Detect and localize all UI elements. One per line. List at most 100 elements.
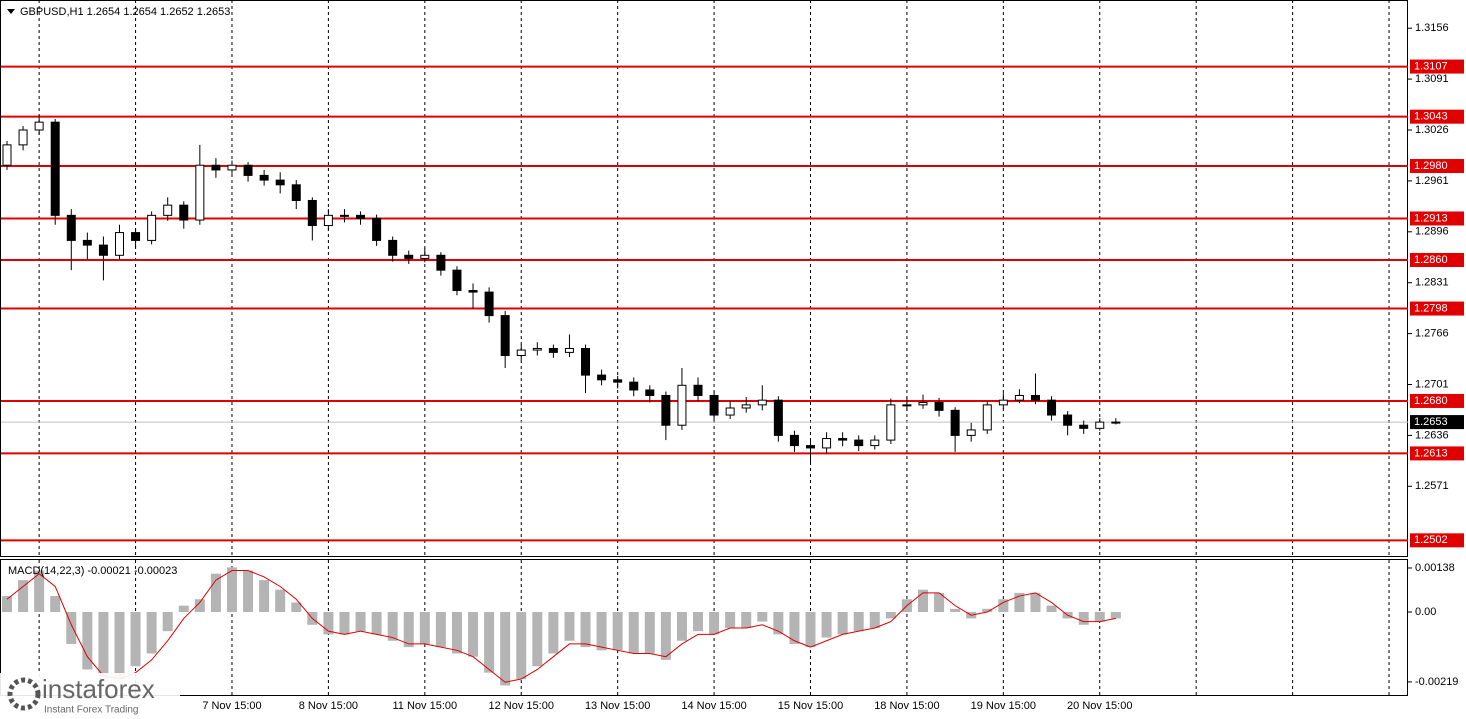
candle-body — [50, 121, 60, 216]
candle-body — [372, 217, 382, 241]
macd-bar — [516, 612, 527, 680]
level-label: 1.3107 — [1414, 60, 1448, 72]
logo: instaforex Instant Forex Trading — [0, 673, 180, 719]
macd-bar — [676, 612, 687, 641]
candle-body — [613, 379, 623, 383]
macd-bar — [1094, 612, 1105, 622]
candle-body — [211, 164, 221, 171]
macd-bar — [66, 612, 77, 644]
level-label-bg — [1410, 211, 1464, 226]
macd-bar — [1030, 592, 1041, 613]
x-tick-label: 11 Nov 15:00 — [393, 700, 458, 712]
candle-body — [870, 439, 880, 447]
macd-bar — [725, 612, 736, 628]
candle-body — [98, 244, 108, 256]
macd-bar — [339, 612, 350, 635]
macd-bar — [885, 612, 896, 619]
candle-body — [516, 349, 526, 357]
candle-body — [548, 347, 558, 353]
candle-body — [773, 399, 783, 436]
candle-body — [195, 164, 205, 221]
candle-body — [661, 394, 671, 426]
x-tick-label: 7 Nov 15:00 — [202, 700, 261, 712]
chart-title: GBPUSD,H1 1.2654 1.2654 1.2652 1.2653 — [20, 6, 230, 18]
candle-body — [532, 347, 542, 351]
candle-body — [982, 404, 992, 431]
candle-body — [1030, 394, 1040, 401]
candle-body — [452, 269, 462, 292]
candle-body — [918, 402, 928, 406]
candle-body — [886, 404, 896, 441]
macd-bar — [773, 612, 784, 635]
macd-bar — [275, 589, 286, 613]
candle-body — [806, 445, 815, 449]
level-label-bg — [1410, 59, 1464, 74]
candle-body — [114, 232, 124, 256]
macd-bar — [178, 605, 189, 613]
macd-bar — [757, 612, 768, 622]
y-tick-label: 1.2766 — [1415, 328, 1449, 340]
candle-body — [243, 164, 253, 176]
candle-body — [227, 164, 237, 171]
macd-bar — [580, 612, 591, 648]
macd-bar — [660, 612, 671, 660]
macd-bar — [130, 612, 141, 667]
macd-bar — [982, 608, 993, 613]
level-label-bg — [1410, 446, 1464, 461]
candle-body — [677, 384, 687, 426]
candle-body — [934, 402, 944, 411]
macd-bar — [950, 608, 961, 613]
candle-body — [1111, 421, 1121, 424]
logo-tagline: Instant Forex Trading — [44, 705, 139, 716]
macd-bar — [741, 612, 752, 628]
candle-body — [581, 347, 591, 376]
x-tick-label: 18 Nov 15:00 — [874, 700, 939, 712]
last-price-bg — [1410, 415, 1464, 430]
macd-bar — [596, 612, 607, 651]
macd-bar — [548, 612, 559, 654]
macd-bar — [484, 612, 495, 673]
candle-body — [356, 214, 366, 219]
y-tick-label: 1.2831 — [1415, 277, 1449, 289]
candle-body — [998, 399, 1008, 406]
candle-body — [339, 214, 349, 217]
candle-body — [564, 347, 574, 353]
level-label: 1.3043 — [1414, 111, 1448, 123]
macd-bar — [917, 589, 928, 613]
candle-body — [1014, 394, 1024, 401]
candle-body — [323, 214, 333, 227]
macd-bar — [628, 612, 639, 654]
macd-bar — [500, 612, 511, 686]
y-tick-label: 1.2636 — [1415, 429, 1449, 441]
macd-bar — [435, 612, 446, 648]
macd-bar — [1110, 612, 1121, 619]
macd-bar — [869, 612, 880, 628]
candle-body — [693, 384, 703, 396]
macd-bar — [82, 612, 93, 670]
macd-bar — [709, 612, 720, 635]
candle-body — [741, 404, 751, 409]
candle-body — [404, 254, 414, 259]
macd-bar — [226, 567, 237, 613]
candle-body — [500, 315, 510, 357]
candle-body — [18, 129, 28, 146]
y-tick-label: 1.2961 — [1415, 175, 1449, 187]
candle-body — [131, 232, 141, 241]
macd-bar — [644, 612, 655, 654]
macd-bar — [194, 599, 205, 613]
macd-bar — [323, 612, 334, 635]
candle-body — [757, 399, 767, 406]
candle-body — [597, 374, 607, 381]
macd-bar — [146, 612, 157, 654]
macd-bar — [355, 612, 366, 632]
logo-icon — [7, 677, 41, 711]
macd-bar — [532, 612, 543, 667]
y-tick-label: 1.3026 — [1415, 124, 1449, 136]
macd-bar — [837, 612, 848, 635]
level-label-bg — [1410, 109, 1464, 124]
candle-body — [66, 214, 76, 241]
x-tick-label: 13 Nov 15:00 — [585, 700, 650, 712]
logo-name: instaforex — [42, 674, 155, 704]
candle-body — [709, 394, 719, 416]
y-tick-label: 1.3156 — [1415, 22, 1449, 34]
